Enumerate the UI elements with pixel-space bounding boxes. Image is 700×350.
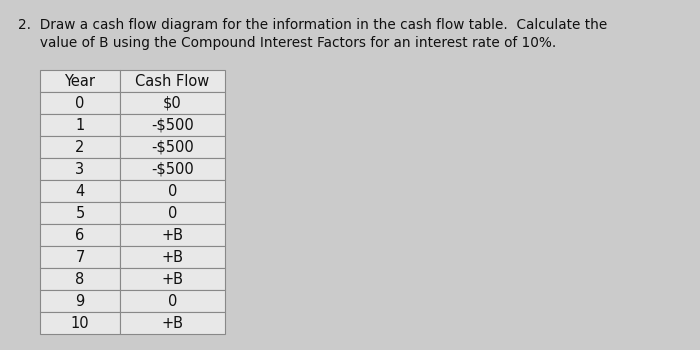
Bar: [120, 158, 225, 180]
Text: +B: +B: [162, 315, 183, 330]
Text: 5: 5: [76, 205, 85, 220]
Text: 2.  Draw a cash flow diagram for the information in the cash flow table.  Calcul: 2. Draw a cash flow diagram for the info…: [18, 18, 608, 32]
Text: 0: 0: [168, 294, 177, 308]
Bar: [40, 202, 120, 224]
Text: 0: 0: [76, 96, 85, 111]
Bar: [40, 312, 120, 334]
Bar: [120, 180, 225, 202]
Text: Cash Flow: Cash Flow: [135, 74, 209, 89]
Bar: [120, 268, 225, 290]
Text: 4: 4: [76, 183, 85, 198]
Text: 7: 7: [76, 250, 85, 265]
Bar: [120, 136, 225, 158]
Bar: [40, 246, 120, 268]
Text: 0: 0: [168, 183, 177, 198]
Text: -$500: -$500: [151, 118, 194, 133]
Bar: [40, 70, 120, 92]
Bar: [40, 92, 120, 114]
Text: -$500: -$500: [151, 161, 194, 176]
Bar: [120, 70, 225, 92]
Text: 10: 10: [71, 315, 90, 330]
Bar: [120, 224, 225, 246]
Bar: [40, 224, 120, 246]
Bar: [120, 290, 225, 312]
Bar: [40, 114, 120, 136]
Text: -$500: -$500: [151, 140, 194, 154]
Text: +B: +B: [162, 228, 183, 243]
Text: 6: 6: [76, 228, 85, 243]
Bar: [40, 136, 120, 158]
Text: value of B using the Compound Interest Factors for an interest rate of 10%.: value of B using the Compound Interest F…: [18, 36, 557, 50]
Bar: [120, 312, 225, 334]
Bar: [120, 202, 225, 224]
Bar: [40, 180, 120, 202]
Bar: [120, 114, 225, 136]
Text: 0: 0: [168, 205, 177, 220]
Bar: [40, 290, 120, 312]
Text: 8: 8: [76, 272, 85, 287]
Text: 2: 2: [76, 140, 85, 154]
Text: 9: 9: [76, 294, 85, 308]
Text: 3: 3: [76, 161, 85, 176]
Text: 1: 1: [76, 118, 85, 133]
Bar: [40, 268, 120, 290]
Text: +B: +B: [162, 272, 183, 287]
Text: Year: Year: [64, 74, 95, 89]
Text: +B: +B: [162, 250, 183, 265]
Bar: [120, 92, 225, 114]
Text: $0: $0: [163, 96, 182, 111]
Bar: [120, 246, 225, 268]
Bar: [40, 158, 120, 180]
